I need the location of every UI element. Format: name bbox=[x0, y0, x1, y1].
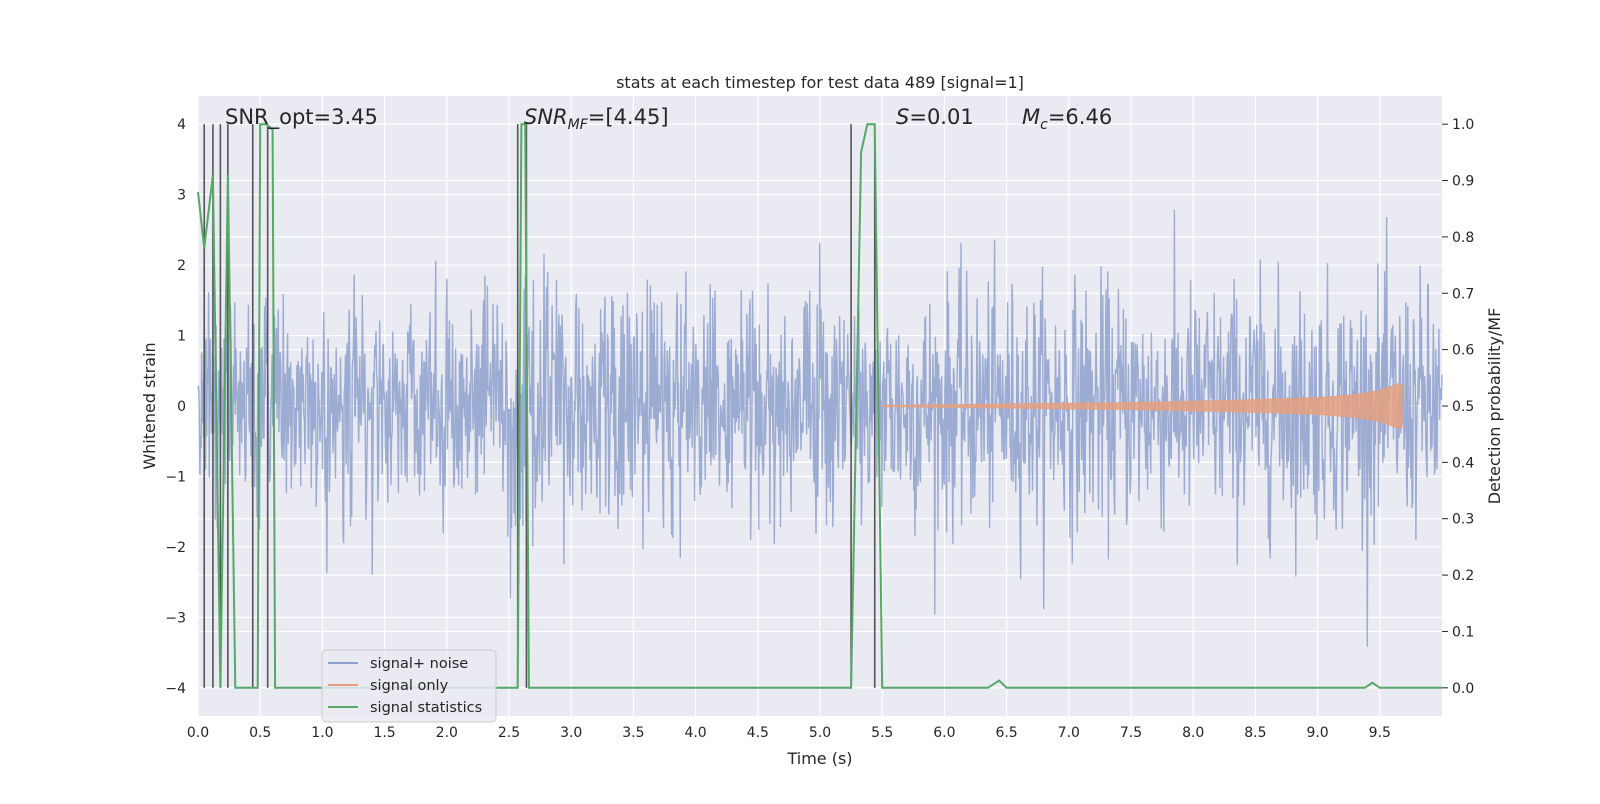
x-tick-label: 2.5 bbox=[498, 725, 520, 741]
y2-tick-label: 0.6 bbox=[1452, 343, 1474, 359]
y-tick-label: −2 bbox=[165, 540, 186, 556]
y2-tick-label: 0.3 bbox=[1452, 512, 1474, 528]
annotation-snr-mf-sub: MF bbox=[568, 117, 589, 133]
x-tick-label: 1.0 bbox=[311, 725, 333, 741]
y-tick-label: −3 bbox=[165, 610, 186, 626]
legend-label-signal-statistics: signal statistics bbox=[370, 700, 482, 716]
x-tick-label: 3.0 bbox=[560, 725, 582, 741]
y-axis-label: Whitened strain bbox=[140, 342, 159, 469]
y2-tick-label: 0.8 bbox=[1452, 230, 1474, 246]
x-tick-label: 7.0 bbox=[1058, 725, 1080, 741]
y2-tick-label: 1.0 bbox=[1452, 117, 1474, 133]
signal-statistics-series bbox=[197, 123, 1442, 689]
x-tick-label: 5.5 bbox=[871, 725, 893, 741]
y-tick-label: 3 bbox=[177, 188, 186, 204]
signal-only-series bbox=[881, 383, 1403, 429]
annotation-mc: Mc=6.46 bbox=[1022, 105, 1112, 133]
y-tick-label: 4 bbox=[177, 117, 186, 133]
annotation-snr-mf-value: =[4.45] bbox=[588, 105, 669, 129]
x-tick-label: 8.0 bbox=[1182, 725, 1204, 741]
annotation-s-value: =0.01 bbox=[909, 105, 973, 129]
x-tick-label: 9.5 bbox=[1369, 725, 1391, 741]
signal-noise-line bbox=[197, 209, 1443, 647]
legend-box bbox=[321, 649, 497, 723]
annotation-snr-mf-label: SNR bbox=[524, 105, 568, 129]
signal-statistics-line bbox=[197, 123, 1442, 689]
y-tick-label: 2 bbox=[177, 258, 186, 274]
x-tick-label: 7.5 bbox=[1120, 725, 1142, 741]
chart-title: stats at each timestep for test data 489… bbox=[616, 73, 1024, 92]
y2-tick-label: 0.0 bbox=[1452, 681, 1474, 697]
x-tick-label: 1.5 bbox=[373, 725, 395, 741]
legend-label-signal-noise: signal+ noise bbox=[370, 656, 468, 672]
annotation-s-label: S bbox=[896, 105, 909, 129]
x-tick-label: 5.0 bbox=[809, 725, 831, 741]
y-axis-ticks: −4 −3 −2 −1 0 1 2 3 4 bbox=[165, 117, 186, 697]
y2-tick-label: 0.4 bbox=[1452, 455, 1474, 471]
y2-tick-label: 0.2 bbox=[1452, 568, 1474, 584]
annotation-mc-label: M bbox=[1022, 105, 1040, 129]
legend: signal+ noise signal only signal statist… bbox=[321, 649, 497, 723]
annotation-snr-mf: SNRMF=[4.45] bbox=[524, 105, 669, 133]
y2-tick-label: 0.9 bbox=[1452, 174, 1474, 190]
annotation-mc-value: =6.46 bbox=[1048, 105, 1112, 129]
x-tick-label: 6.0 bbox=[933, 725, 955, 741]
x-tick-label: 8.5 bbox=[1244, 725, 1266, 741]
annotation-snr-opt: SNR_opt=3.45 bbox=[225, 105, 378, 130]
y-tick-label: 1 bbox=[177, 329, 186, 345]
x-axis-ticks: 0.0 0.5 1.0 1.5 2.0 2.5 3.0 3.5 4.0 4.5 5.0 5.5 6.0 6… bbox=[187, 725, 1391, 741]
legend-label-signal-only: signal only bbox=[370, 678, 449, 694]
y-tick-label: −4 bbox=[165, 681, 186, 697]
x-tick-label: 4.5 bbox=[747, 725, 769, 741]
y2-axis-ticks: 0.0 0.1 0.2 0.3 0.4 0.5 0.6 0.7 0.8 0.9 1.0 bbox=[1442, 117, 1474, 697]
y-tick-label: −1 bbox=[165, 469, 186, 485]
x-tick-label: 0.5 bbox=[249, 725, 271, 741]
annotation-mc-sub: c bbox=[1040, 117, 1048, 133]
x-tick-label: 9.0 bbox=[1306, 725, 1328, 741]
y-tick-label: 0 bbox=[177, 399, 186, 415]
annotation-s: S=0.01 bbox=[896, 105, 974, 129]
x-tick-label: 3.5 bbox=[622, 725, 644, 741]
x-tick-label: 6.5 bbox=[995, 725, 1017, 741]
y2-tick-label: 0.1 bbox=[1452, 624, 1474, 640]
y2-tick-label: 0.5 bbox=[1452, 399, 1474, 415]
x-axis-label: Time (s) bbox=[786, 749, 852, 768]
x-tick-label: 4.0 bbox=[684, 725, 706, 741]
signal-only-line bbox=[881, 383, 1403, 429]
x-tick-label: 0.0 bbox=[187, 725, 209, 741]
y2-axis-label: Detection probability/MF bbox=[1485, 308, 1504, 505]
y2-tick-label: 0.7 bbox=[1452, 286, 1474, 302]
signal-noise-series bbox=[197, 209, 1443, 647]
x-tick-label: 2.0 bbox=[436, 725, 458, 741]
